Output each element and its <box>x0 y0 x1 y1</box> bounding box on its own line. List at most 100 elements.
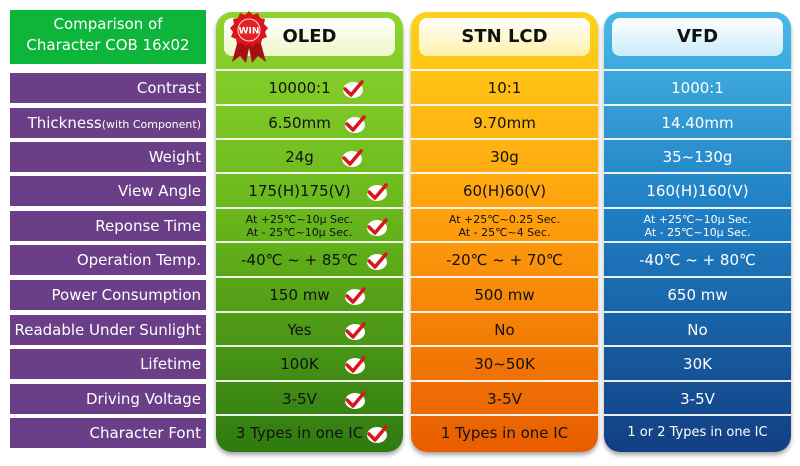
row-divider <box>216 207 403 209</box>
row-divider <box>604 241 791 243</box>
row-divider <box>216 345 403 347</box>
check-icon <box>345 391 366 409</box>
row-divider <box>411 241 598 243</box>
stn-lcd-operation-temp-value: -20℃ ~ + 70℃ <box>446 251 563 269</box>
row-divider <box>604 345 791 347</box>
stn-lcd-response-time-line-2: At - 25℃~4 Sec. <box>458 226 551 239</box>
check-icon <box>342 149 363 167</box>
row-divider <box>411 311 598 313</box>
check-icon <box>367 183 388 201</box>
oled-power-consumption-value: 150 mw <box>269 286 330 304</box>
row-label-operation-temp: Operation Temp. <box>10 245 206 275</box>
oled-driving-voltage-value: 3-5V <box>282 390 317 408</box>
check-icon <box>345 115 366 133</box>
row-divider <box>216 138 403 140</box>
vfd-power-consumption-value: 650 mw <box>667 286 728 304</box>
vfd-readable-sunlight-value: No <box>687 321 708 339</box>
stn-lcd-column: STN LCD 10:1 9.70mm 30g 60(H)60(V) At +25℃~0… <box>411 12 598 452</box>
row-divider <box>604 414 791 416</box>
row-divider <box>216 172 403 174</box>
row-divider <box>411 276 598 278</box>
stn-lcd-power-consumption-value: 500 mw <box>474 286 535 304</box>
row-label-thickness-main: Thickness <box>27 114 102 132</box>
row-divider <box>604 69 791 71</box>
oled-response-time-line-1: At +25℃~10μ Sec. <box>245 213 354 226</box>
row-divider <box>604 380 791 382</box>
stn-lcd-column-header: STN LCD <box>419 18 590 56</box>
row-divider <box>216 276 403 278</box>
row-divider <box>411 104 598 106</box>
row-divider <box>604 172 791 174</box>
vfd-column-header: VFD <box>612 18 783 56</box>
check-icon <box>345 322 366 340</box>
vfd-view-angle-value: 160(H)160(V) <box>646 182 749 200</box>
oled-contrast-value: 10000:1 <box>268 79 331 97</box>
row-label-lifetime: Lifetime <box>10 349 206 379</box>
vfd-response-time-line-2: At - 25℃~10μ Sec. <box>644 226 751 239</box>
stn-lcd-view-angle-value: 60(H)60(V) <box>462 182 547 200</box>
check-icon <box>345 287 366 305</box>
row-label-thickness: Thickness(with Component) <box>10 108 206 138</box>
vfd-character-font-value: 1 or 2 Types in one IC <box>627 425 768 440</box>
oled-response-time-value: At +25℃~10μ Sec. At - 25℃~10μ Sec. <box>216 211 403 241</box>
row-divider <box>604 138 791 140</box>
row-divider <box>216 414 403 416</box>
row-divider <box>216 311 403 313</box>
vfd-response-time-line-1: At +25℃~10μ Sec. <box>643 213 752 226</box>
row-divider <box>604 207 791 209</box>
check-icon <box>367 425 388 443</box>
oled-weight-value: 24g <box>285 148 314 166</box>
stn-lcd-contrast-value: 10:1 <box>487 79 522 97</box>
row-divider <box>411 172 598 174</box>
oled-lifetime-value: 100K <box>280 355 319 373</box>
row-label-weight: Weight <box>10 142 206 172</box>
oled-column: OLED 10000:1 6.50mm 24g 175(H)175(V) At +25℃… <box>216 12 403 452</box>
row-divider <box>604 311 791 313</box>
stn-lcd-lifetime-value: 30~50K <box>474 355 535 373</box>
row-label-power-consumption: Power Consumption <box>10 280 206 310</box>
comparison-title-line-1: Comparison of <box>53 15 163 33</box>
win-badge-label: WIN <box>239 27 260 37</box>
row-divider <box>216 69 403 71</box>
row-label-view-angle: View Angle <box>10 176 206 206</box>
row-divider <box>604 276 791 278</box>
vfd-operation-temp-value: -40℃ ~ + 80℃ <box>639 251 756 269</box>
oled-character-font-value: 3 Types in one IC <box>235 424 364 442</box>
row-label-readable-sunlight: Readable Under Sunlight <box>10 315 206 345</box>
row-label-character-font: Character Font <box>10 418 206 448</box>
oled-readable-sunlight-value: Yes <box>287 321 312 339</box>
vfd-weight-value: 35~130g <box>662 148 733 166</box>
stn-lcd-weight-value: 30g <box>490 148 519 166</box>
check-icon <box>367 252 388 270</box>
comparison-title: Comparison of Character COB 16x02 <box>10 10 206 64</box>
row-divider <box>411 345 598 347</box>
oled-thickness-value: 6.50mm <box>268 114 331 132</box>
oled-response-time-line-2: At - 25℃~10μ Sec. <box>246 226 353 239</box>
row-label-driving-voltage: Driving Voltage <box>10 384 206 414</box>
oled-operation-temp-value: -40℃ ~ + 85℃ <box>241 251 358 269</box>
row-divider <box>216 380 403 382</box>
comparison-title-line-2: Character COB 16x02 <box>26 36 190 54</box>
row-divider <box>411 380 598 382</box>
row-label-contrast: Contrast <box>10 73 206 103</box>
vfd-response-time-value: At +25℃~10μ Sec. At - 25℃~10μ Sec. <box>604 211 791 241</box>
vfd-column: VFD 1000:1 14.40mm 35~130g 160(H)160(V) At +… <box>604 12 791 452</box>
row-divider <box>411 138 598 140</box>
check-icon <box>345 356 366 374</box>
check-icon <box>367 218 388 236</box>
stn-lcd-thickness-value: 9.70mm <box>473 114 536 132</box>
stn-lcd-response-time-line-1: At +25℃~0.25 Sec. <box>448 213 561 226</box>
stn-lcd-character-font-value: 1 Types in one IC <box>440 424 569 442</box>
oled-view-angle-value: 175(H)175(V) <box>248 182 351 200</box>
stn-lcd-response-time-value: At +25℃~0.25 Sec. At - 25℃~4 Sec. <box>411 211 598 241</box>
row-label-response-time: Reponse Time <box>10 211 206 241</box>
vfd-thickness-value: 14.40mm <box>661 114 734 132</box>
stn-lcd-readable-sunlight-value: No <box>494 321 515 339</box>
row-divider <box>411 414 598 416</box>
row-divider <box>411 69 598 71</box>
stn-lcd-driving-voltage-value: 3-5V <box>487 390 522 408</box>
vfd-lifetime-value: 30K <box>683 355 712 373</box>
vfd-contrast-value: 1000:1 <box>671 79 724 97</box>
vfd-driving-voltage-value: 3-5V <box>680 390 715 408</box>
row-divider <box>604 104 791 106</box>
